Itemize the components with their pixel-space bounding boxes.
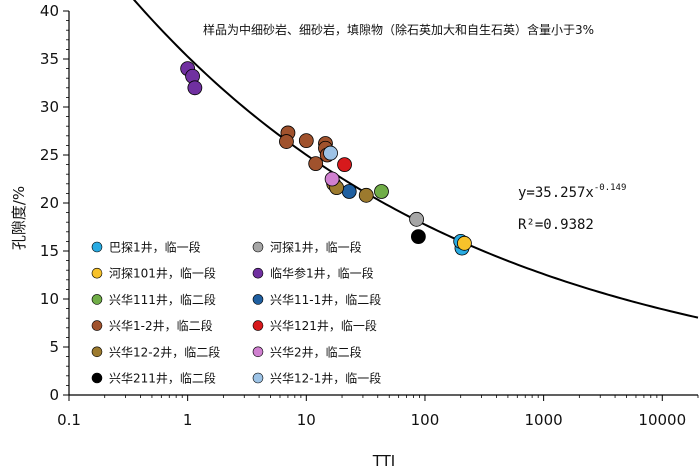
legend-label: 兴华2井，临二段	[270, 344, 362, 359]
data-point	[337, 157, 352, 173]
x-tick-label: 0.1	[57, 411, 81, 429]
fit-equation: y=35.257x-0.149 R²=0.9382	[518, 183, 626, 233]
x-tick-label: 1000	[525, 411, 563, 429]
x-tick-label: 1	[183, 411, 193, 429]
legend-marker	[252, 294, 264, 305]
axes: 0 5 10 15 20 25 30 35 40 0.1 1 10 100 1000 10000	[40, 2, 699, 429]
data-point	[187, 80, 203, 96]
data-point	[374, 184, 389, 199]
legend-label: 兴华11-1井，临二段	[270, 292, 381, 307]
legend-marker	[91, 372, 103, 384]
x-tick-label: 100	[411, 411, 440, 429]
legend-marker	[252, 267, 264, 279]
legend-label: 兴华12-1井，临一段	[270, 371, 381, 386]
y-tick-label: 5	[49, 338, 59, 356]
chart-title: 样品为中细砂岩、细砂岩，填隙物（除石英加大和自生石英）含量小于3%	[203, 22, 594, 37]
legend-marker	[252, 241, 264, 253]
fit-equation-exponent: -0.149	[594, 183, 627, 193]
legend-label: 兴华121井，临一段	[270, 318, 377, 333]
legend-marker	[91, 241, 103, 253]
y-tick-label: 0	[49, 386, 59, 404]
data-points-layer	[180, 61, 472, 256]
legend-label: 河探1井，临一段	[270, 240, 362, 255]
legend-label: 兴华111井，临二段	[109, 292, 216, 307]
data-point	[323, 145, 338, 161]
legend-label: 巴探1井，临一段	[109, 240, 201, 255]
data-point	[341, 184, 357, 199]
x-tick-label: 10000	[638, 411, 686, 429]
data-point	[410, 229, 426, 245]
data-point	[409, 211, 424, 227]
data-point	[324, 171, 340, 187]
y-tick-label: 15	[40, 242, 59, 260]
y-tick-label: 30	[40, 98, 59, 116]
data-point	[308, 156, 324, 172]
fit-equation-base: y=35.257x	[518, 185, 594, 201]
y-tick-label: 35	[40, 50, 59, 68]
x-axis-title: TTI	[372, 452, 396, 470]
legend-marker	[91, 294, 103, 305]
data-point	[457, 235, 472, 251]
legend-label: 兴华1-2井，临二段	[109, 318, 213, 333]
fit-equation-text: y=35.257x-0.149	[518, 183, 626, 201]
legend-marker	[252, 320, 264, 331]
legend-marker	[91, 346, 103, 358]
legend-marker	[252, 372, 264, 384]
fit-r2-text: R²=0.9382	[518, 217, 594, 233]
legend-label: 兴华12-2井，临二段	[109, 344, 220, 359]
legend-label: 兴华211井，临二段	[109, 371, 216, 386]
legend-marker	[91, 267, 103, 279]
legend-label: 河探101井，临一段	[109, 266, 216, 281]
legend-marker	[91, 320, 103, 331]
y-tick-label: 10	[40, 290, 59, 308]
legend-marker	[252, 346, 264, 358]
y-tick-label: 40	[40, 2, 59, 20]
data-point	[279, 134, 294, 149]
legend-label: 临华参1井，临一段	[270, 266, 374, 281]
x-tick-label: 10	[297, 411, 316, 429]
y-axis-title: 孔隙度/%	[10, 186, 28, 250]
data-point	[298, 133, 314, 149]
data-point	[358, 187, 374, 203]
y-tick-label: 25	[40, 146, 59, 164]
y-tick-label: 20	[40, 194, 59, 212]
